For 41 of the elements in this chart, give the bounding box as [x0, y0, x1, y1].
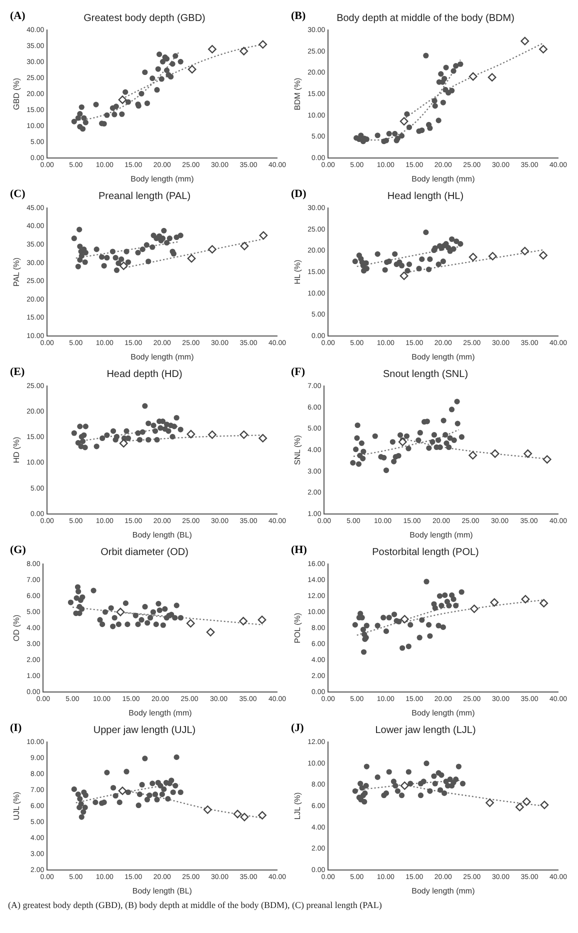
text: (A) — [10, 10, 26, 22]
chart-title: Postorbital length (POL) — [372, 546, 479, 558]
text: (I) — [10, 722, 22, 734]
x-axis-title: Body length (mm) — [128, 708, 192, 718]
text: (G) — [10, 544, 26, 556]
y-axis-title: PAL (%) — [12, 257, 22, 286]
chart-title: Upper jaw length (UJL) — [93, 724, 196, 736]
x-axis-title: Body length (mm) — [412, 174, 476, 184]
x-axis-title: Body length (BL) — [132, 886, 192, 896]
chart-title: Orbit diameter (OD) — [100, 546, 188, 558]
text: (D) — [291, 188, 306, 200]
y-axis-title: LJL (%) — [293, 792, 302, 820]
y-axis-title: SNL (%) — [293, 434, 302, 465]
x-axis-title: Body length (mm) — [412, 708, 476, 718]
y-axis-title: BDM (%) — [293, 77, 302, 110]
text: (F) — [291, 366, 306, 378]
x-axis-title: Body length (mm) — [130, 352, 194, 362]
y-axis-title: HL (%) — [293, 259, 302, 284]
chart-title: Snout length (SNL) — [382, 368, 468, 380]
y-axis-title: GBD (%) — [12, 78, 22, 110]
text: (B) — [291, 10, 306, 22]
text: (E) — [10, 366, 25, 378]
y-axis-title: UJL (%) — [12, 791, 22, 820]
text: (A) greatest body depth (GBD), (B) body depth at middle of the body (BDM), (C) preanal length (PAL) — [8, 900, 383, 910]
text: (H) — [291, 544, 307, 556]
chart-title: Preanal length (PAL) — [98, 190, 191, 202]
x-axis-title: Body length (mm) — [412, 352, 476, 362]
chart-title: Head length (HL) — [387, 190, 464, 202]
chart-title: Lower jaw length (LJL) — [375, 724, 476, 736]
x-axis-title: Body length (BL) — [132, 530, 192, 540]
y-axis-title: POL (%) — [293, 612, 302, 644]
text: (J) — [291, 722, 304, 734]
x-axis-title: Body length (mm) — [410, 530, 474, 540]
y-axis-title: OD (%) — [12, 614, 22, 642]
y-axis-title: HD (%) — [12, 436, 22, 464]
chart-title: Head depth (HD) — [106, 368, 182, 380]
x-axis-title: Body length (mm) — [412, 886, 476, 896]
chart-title: Greatest body depth (GBD) — [84, 12, 206, 24]
chart-title: Body depth at middle of the body (BDM) — [336, 12, 514, 24]
text: (C) — [10, 188, 26, 200]
x-axis-title: Body length (mm) — [130, 174, 194, 184]
